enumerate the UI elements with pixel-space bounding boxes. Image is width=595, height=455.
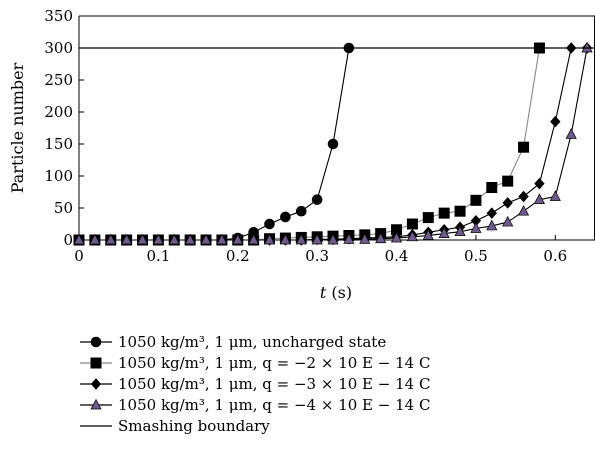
data-point: [551, 117, 560, 127]
x-tick-label: 0.1: [146, 247, 170, 265]
legend-item-1: 1050 kg/m³, 1 μm, q = −2 × 10 E − 14 C: [80, 354, 430, 372]
legend-label: 1050 kg/m³, 1 μm, q = −2 × 10 E − 14 C: [118, 354, 430, 372]
series-line: [79, 48, 349, 240]
x-tick-label: 0.6: [543, 247, 567, 265]
legend: 1050 kg/m³, 1 μm, uncharged state 1050 kg…: [80, 333, 430, 435]
y-tick-label: 350: [44, 7, 73, 25]
legend-label: 1050 kg/m³, 1 μm, q = −3 × 10 E − 14 C: [118, 375, 430, 393]
data-point: [503, 217, 513, 227]
y-tick-label: 0: [63, 231, 73, 249]
data-point: [265, 219, 275, 229]
data-point: [487, 183, 497, 193]
x-tick-label: 0.5: [464, 247, 488, 265]
legend-item-4: Smashing boundary: [80, 417, 270, 435]
data-point: [407, 219, 417, 229]
data-point: [503, 198, 512, 208]
data-point: [471, 195, 481, 205]
legend-swatch-marker: [91, 337, 101, 347]
x-tick-label: 0.3: [305, 247, 329, 265]
x-axis-title-unit: (s): [326, 283, 352, 302]
y-tick-label: 200: [44, 103, 73, 121]
data-point: [503, 176, 513, 186]
data-point: [281, 212, 291, 222]
series-1: [74, 43, 544, 245]
data-point: [535, 179, 544, 189]
y-axis-title: Particle number: [8, 62, 27, 193]
x-tick-label: 0: [74, 247, 84, 265]
data-point: [519, 191, 528, 201]
series-line: [79, 48, 539, 240]
data-point: [550, 191, 560, 201]
legend-swatch-marker: [91, 358, 101, 368]
y-tick-label: 150: [44, 135, 73, 153]
x-tick-label: 0.4: [385, 247, 409, 265]
data-point: [519, 142, 529, 152]
data-point: [296, 206, 306, 216]
data-point: [519, 206, 529, 216]
data-point: [455, 206, 465, 216]
y-tick-label: 100: [44, 167, 73, 185]
data-point: [423, 213, 433, 223]
y-tick-label: 250: [44, 71, 73, 89]
x-axis-title: t (s): [320, 283, 352, 302]
data-point: [439, 208, 449, 218]
data-point: [328, 139, 338, 149]
legend-label: 1050 kg/m³, 1 μm, q = −4 × 10 E − 14 C: [118, 396, 430, 414]
legend-swatch-marker: [92, 379, 101, 389]
y-tick-label: 50: [54, 199, 73, 217]
y-tick-label: 300: [44, 39, 73, 57]
legend-label: 1050 kg/m³, 1 μm, uncharged state: [118, 333, 386, 351]
data-point: [566, 129, 576, 139]
data-point: [487, 208, 496, 218]
legend-item-3: 1050 kg/m³, 1 μm, q = −4 × 10 E − 14 C: [80, 396, 430, 414]
data-point: [312, 195, 322, 205]
x-tick-label: 0.2: [226, 247, 250, 265]
series-0: [74, 43, 354, 245]
legend-item-0: 1050 kg/m³, 1 μm, uncharged state: [80, 333, 386, 351]
legend-item-2: 1050 kg/m³, 1 μm, q = −3 × 10 E − 14 C: [80, 375, 430, 393]
legend-swatch-marker: [91, 400, 101, 410]
legend-label: Smashing boundary: [118, 417, 270, 435]
